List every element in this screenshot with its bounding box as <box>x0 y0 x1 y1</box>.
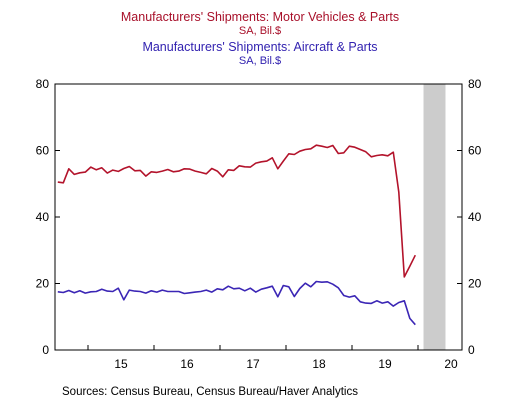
y-tick-label-right: 20 <box>468 277 482 291</box>
series-line-aircraft <box>57 280 416 326</box>
x-tick-label: 16 <box>180 357 194 371</box>
x-tick-label: 17 <box>246 357 260 371</box>
y-tick-label-right: 80 <box>468 77 482 91</box>
x-tick-label: 15 <box>114 357 128 371</box>
x-tick-label: 19 <box>378 357 392 371</box>
legend-title-aircraft: Manufacturers' Shipments: Aircraft & Par… <box>142 40 378 54</box>
recession-shading <box>423 84 446 350</box>
legend-unit-motor-vehicles: SA, Bil.$ <box>238 25 282 37</box>
x-tick-label: 18 <box>312 357 326 371</box>
y-tick-label-left: 20 <box>36 277 50 291</box>
y-tick-label-right: 0 <box>468 343 475 357</box>
y-tick-label-right: 60 <box>468 144 482 158</box>
legend-unit-aircraft: SA, Bil.$ <box>238 55 282 67</box>
y-tick-label-left: 0 <box>42 343 49 357</box>
source-note: Sources: Census Bureau, Census Bureau/Ha… <box>62 386 358 398</box>
legend-title-motor-vehicles: Manufacturers' Shipments: Motor Vehicles… <box>120 10 400 24</box>
x-tick-label: 20 <box>444 357 458 371</box>
series-line-motor-vehicles <box>57 144 417 278</box>
y-tick-label-right: 40 <box>468 210 482 224</box>
y-tick-label-left: 60 <box>36 144 50 158</box>
y-tick-label-left: 40 <box>36 210 50 224</box>
y-tick-label-left: 80 <box>36 77 50 91</box>
